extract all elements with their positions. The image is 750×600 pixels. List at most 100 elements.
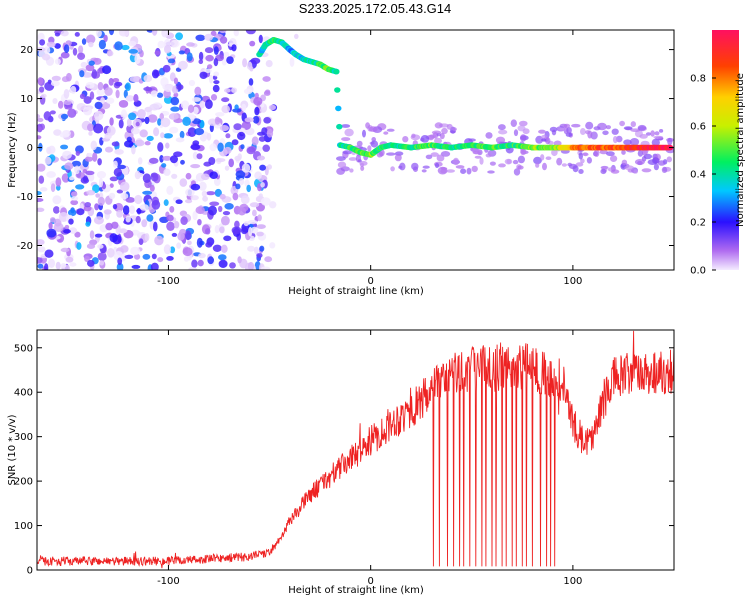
spectrogram-noise-blob: [606, 151, 615, 157]
spectrogram-noise-blob: [192, 106, 199, 115]
spectrogram-noise-blob: [533, 156, 542, 165]
spectrogram-noise-blob: [180, 216, 188, 226]
spectrogram-noise-blob: [256, 231, 264, 237]
spectrogram-noise-blob: [60, 30, 69, 37]
spectrogram-noise-blob: [498, 163, 506, 168]
spectrogram-noise-blob: [149, 103, 160, 111]
spectrogram-noise-blob: [116, 189, 124, 194]
spectrogram-noise-blob: [130, 127, 140, 135]
spectrogram-noise-blob: [103, 209, 112, 215]
spectrogram-noise-blob: [119, 181, 130, 192]
spectrogram-track-point: [334, 87, 341, 93]
spectrogram-noise-blob: [256, 224, 266, 230]
spectrogram-noise-blob: [116, 262, 124, 270]
spectrogram-noise-blob: [86, 34, 96, 44]
spectrogram-noise-blob: [43, 111, 52, 121]
spectrogram-noise-blob: [630, 121, 636, 128]
colorbar-label: Normalized spectral amplitude: [735, 73, 746, 227]
spectrogram-noise-blob: [621, 149, 626, 155]
spectrogram-noise-blob: [85, 64, 95, 72]
spectrogram-noise-blob: [192, 151, 199, 160]
spectrogram-noise-blob: [359, 161, 368, 166]
spectrogram-noise-blob: [98, 177, 104, 188]
spectrogram-noise-blob: [108, 192, 116, 200]
spectrogram-noise-blob: [130, 246, 141, 256]
spectrogram-noise-blob: [386, 128, 395, 132]
spectrogram-noise-blob: [94, 110, 104, 121]
spectrogram-noise-blob: [135, 215, 141, 224]
spectrogram-noise-blob: [365, 122, 370, 129]
spectrogram-noise-blob: [209, 171, 218, 179]
spectrogram-noise-blob: [390, 166, 395, 172]
spectrogram-noise-blob: [209, 143, 217, 152]
spectrogram-noise-blob: [257, 131, 266, 136]
spectrogram-noise-blob: [593, 149, 600, 157]
spectrogram-noise-blob: [55, 177, 62, 187]
spectrogram-noise-blob: [218, 254, 227, 261]
spectrogram-noise-blob: [84, 156, 93, 162]
spectrogram-noise-blob: [123, 89, 128, 99]
spectrogram-noise-blob: [151, 69, 160, 79]
spectrogram-noise-blob: [166, 256, 174, 261]
spectrogram-noise-blob: [89, 230, 95, 240]
spectrogram-noise-blob: [253, 97, 263, 106]
spectrogram-noise-blob: [186, 42, 195, 47]
spectrogram-noise-blob: [265, 60, 273, 68]
spectrogram-noise-blob: [175, 32, 184, 41]
spectrogram-noise-blob: [222, 211, 231, 216]
spectrogram-noise-blob: [179, 130, 185, 139]
spectrogram-noise-blob: [212, 244, 222, 252]
spectrogram-noise-blob: [86, 190, 96, 196]
spectrogram-noise-blob: [112, 204, 118, 210]
spectrogram-noise-blob: [341, 137, 351, 142]
spectrogram-noise-blob: [157, 118, 162, 126]
spectrogram-noise-blob: [624, 165, 635, 171]
spectrogram-noise-blob: [120, 193, 129, 200]
spectrogram-noise-blob: [129, 76, 140, 83]
spectrogram-noise-blob: [65, 103, 73, 110]
spectrogram-noise-blob: [220, 244, 228, 253]
spectrogram-noise-blob: [48, 222, 53, 230]
spectrogram-noise-blob: [575, 162, 584, 167]
spectrogram-noise-blob: [439, 132, 445, 140]
spectrogram-noise-blob: [112, 78, 120, 83]
spectrogram-noise-blob: [85, 221, 91, 227]
spectrogram-noise-blob: [256, 155, 265, 161]
spectrogram-noise-blob: [162, 64, 171, 73]
colorbar: 0.0 0.2 0.4 0.6 0.8 Normalized spectral ampl…: [690, 30, 746, 277]
spectrogram-noise-blob: [37, 198, 44, 202]
spectrogram-noise-blob: [94, 101, 103, 110]
spectrogram-noise-blob: [249, 40, 256, 47]
spectrogram-noise-blob: [190, 195, 199, 201]
spectrogram-noise-blob: [551, 129, 557, 136]
spectrogram-noise-blob: [47, 258, 56, 268]
spectrogram-noise-blob: [173, 151, 183, 157]
spectrogram-noise-blob: [65, 256, 74, 263]
spectrogram-noise-blob: [441, 127, 448, 135]
spectrogram-noise-blob: [241, 103, 247, 112]
spectrogram-noise-blob: [235, 170, 246, 178]
spectrogram-noise-blob: [610, 155, 618, 163]
snr-frame: [36, 329, 675, 571]
spectrogram-noise-blob: [79, 70, 85, 78]
x-tick-label: 0: [367, 276, 373, 287]
spectrogram-noise-blob: [166, 214, 174, 222]
spectrogram-noise-blob: [198, 51, 204, 61]
snr-panel: -100 0 100 0 100 200 300 400 500 Height of strai…: [7, 329, 675, 596]
y-tick-label: -10: [17, 192, 33, 203]
spectrogram-noise-blob: [446, 123, 453, 130]
spectrogram-noise-blob: [114, 81, 123, 87]
spectrogram-noise-blob: [117, 228, 128, 233]
spectrogram-noise-blob: [188, 267, 197, 270]
spectrogram-noise-blob: [178, 60, 188, 70]
spectrogram-noise-blob: [68, 209, 77, 217]
spectrogram-noise-blob: [74, 32, 80, 37]
spectrogram-noise-blob: [342, 150, 353, 155]
spectrogram-noise-blob: [256, 253, 263, 258]
spectrogram-noise-blob: [654, 131, 660, 136]
spectrogram-noise-blob: [82, 106, 93, 116]
spectrogram-noise-blob: [209, 201, 220, 207]
spectrogram-noise-blob: [258, 136, 266, 142]
spectrogram-noise-blob: [139, 49, 144, 58]
spectrogram-ylabel: Frequency (Hz): [7, 112, 18, 188]
